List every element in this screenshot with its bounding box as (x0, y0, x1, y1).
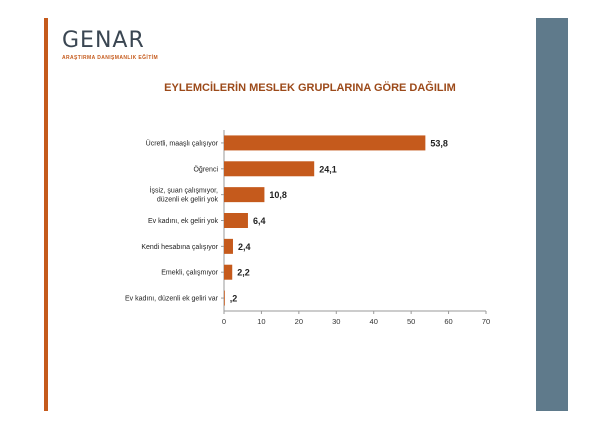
bar (224, 264, 233, 280)
category-label: Ev kadını, düzenli ek geliri var (125, 296, 219, 303)
data-label: 2,2 (237, 268, 250, 278)
logo-name: GENAR (62, 28, 145, 53)
bar (224, 238, 233, 254)
data-label: 53,8 (430, 138, 448, 148)
right-side-panel (536, 18, 568, 411)
category-label: Kendi hesabına çalışıyor (141, 244, 218, 251)
bar (224, 187, 265, 203)
chart-title: EYLEMCİLERİN MESLEK GRUPLARINA GÖRE DAĞI… (164, 82, 456, 94)
x-tick-label: 30 (332, 317, 340, 326)
x-tick-label: 50 (407, 317, 415, 326)
data-label: 2,4 (238, 242, 251, 252)
data-label: 10,8 (269, 190, 287, 200)
category-label: Ev kadını, ek geliri yok (148, 218, 219, 225)
data-label: ,2 (230, 294, 238, 304)
category-label: İşsiz, şuan çalışmıyor, (150, 186, 219, 195)
x-tick-label: 60 (444, 317, 452, 326)
data-label: 24,1 (319, 164, 337, 174)
x-tick-label: 70 (482, 317, 490, 326)
category-label: Emekli, çalışmıyor (161, 270, 218, 277)
x-tick-label: 20 (295, 317, 303, 326)
x-tick-label: 40 (370, 317, 378, 326)
genar-logo: GENAR ARAŞTIRMA DANIŞMANLIK EĞİTİM (62, 28, 158, 61)
bar (224, 161, 315, 177)
category-label: Ücretli, maaşlı çalışıyor (146, 139, 219, 147)
category-label: Öğrenci (193, 165, 218, 173)
left-accent-bar (44, 18, 48, 411)
bar (224, 290, 225, 306)
x-tick-label: 10 (257, 317, 265, 326)
data-label: 6,4 (253, 216, 266, 226)
x-tick-label: 0 (222, 317, 226, 326)
bar (224, 213, 248, 228)
category-label: düzenli ek geliri yok (157, 197, 219, 204)
bar (224, 135, 426, 151)
logo-subtitle: ARAŞTIRMA DANIŞMANLIK EĞİTİM (62, 55, 159, 61)
